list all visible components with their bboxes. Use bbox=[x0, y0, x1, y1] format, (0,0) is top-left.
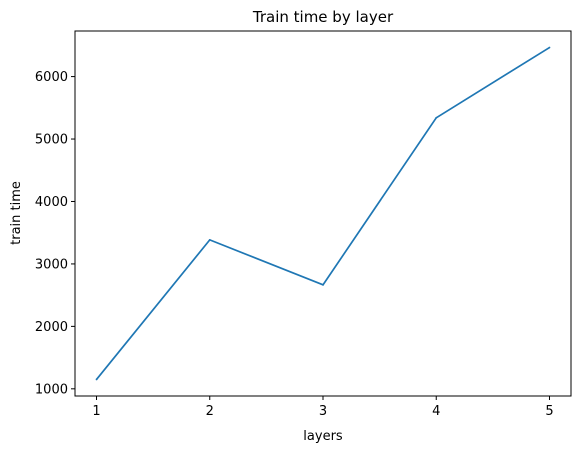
x-tick-label-3: 3 bbox=[319, 404, 327, 419]
y-tick-label-6: 6000 bbox=[35, 70, 68, 85]
y-tick-label-4: 4000 bbox=[35, 195, 68, 210]
y-tick-label-3: 3000 bbox=[35, 257, 68, 272]
data-point-1-4 bbox=[435, 116, 438, 119]
plot-area bbox=[95, 46, 551, 381]
data-point-1-3 bbox=[322, 283, 324, 286]
y-tick-label-5: 5000 bbox=[35, 133, 68, 148]
x-tick-label-2: 2 bbox=[206, 404, 214, 419]
chart-title: Train time by layer bbox=[252, 8, 394, 26]
y-tick-label-1: 1000 bbox=[35, 382, 68, 397]
y-axis-label: train time bbox=[9, 181, 24, 245]
data-point-1-5 bbox=[548, 46, 551, 49]
x-axis-label: layers bbox=[303, 429, 343, 444]
x-tick-label-4: 4 bbox=[432, 404, 440, 419]
y-tick-label-2: 2000 bbox=[35, 320, 68, 335]
x-tick-label-1: 1 bbox=[92, 404, 100, 419]
data-point-1-1 bbox=[95, 378, 98, 381]
x-tick-label-5: 5 bbox=[545, 404, 553, 419]
data-point-1-2 bbox=[208, 238, 211, 241]
